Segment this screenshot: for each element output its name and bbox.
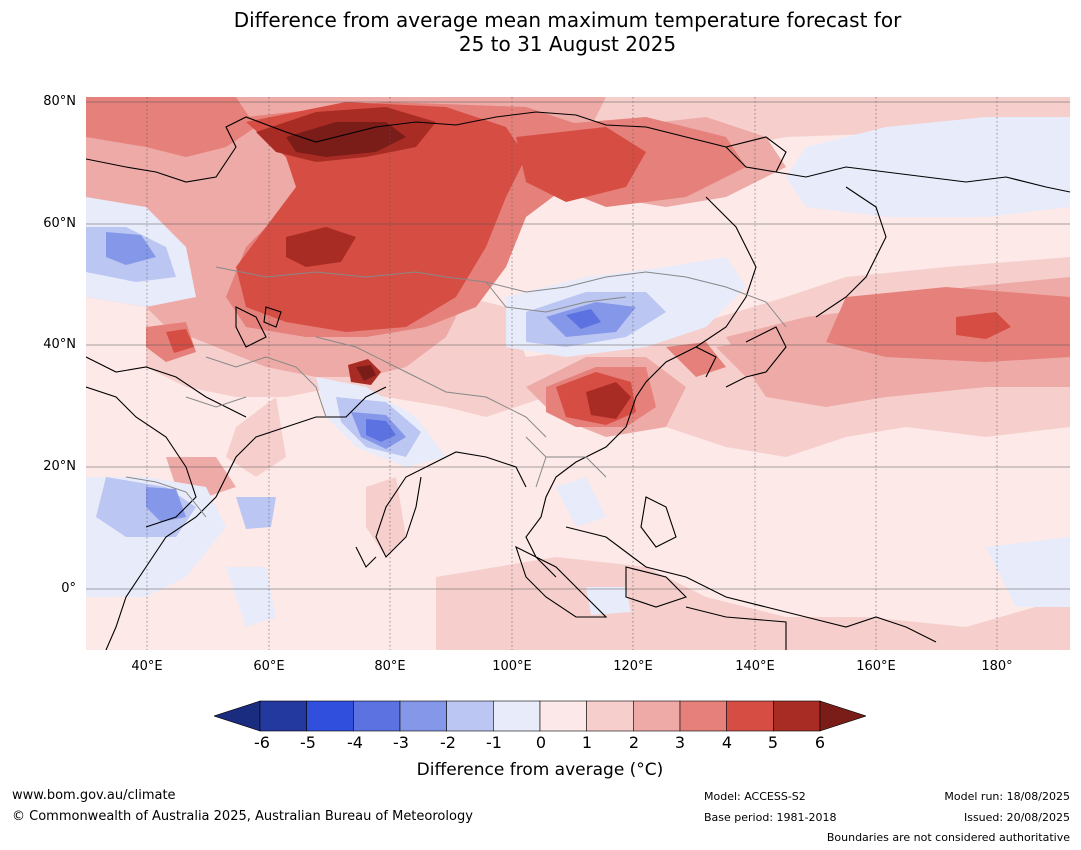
bom-url-link[interactable]: www.bom.gov.au/climate	[12, 788, 176, 803]
anomaly-band-over-6	[286, 122, 406, 381]
lon-label-180: 180°	[981, 659, 1013, 674]
colorbar-tick: -1	[486, 733, 502, 752]
colorbar-swatch	[726, 700, 774, 732]
model-name: Model: ACCESS-S2	[704, 790, 806, 803]
copyright-text: © Commonwealth of Australia 2025, Austra…	[12, 809, 473, 824]
colorbar-swatch	[679, 700, 727, 732]
colorbar-tick: -6	[254, 733, 270, 752]
colorbar-swatch	[773, 700, 821, 732]
lat-label-20n: 20°N	[43, 459, 76, 474]
coastlines	[86, 111, 1070, 650]
colorbar-under-arrow	[214, 700, 261, 732]
colorbar-swatch	[446, 700, 494, 732]
colorbar-swatch	[539, 700, 587, 732]
colorbar-swatch	[586, 700, 634, 732]
country-borders	[125, 266, 787, 518]
lon-label-160e: 160°E	[856, 659, 896, 674]
lat-label-80n: 80°N	[43, 94, 76, 109]
colorbar-tick: 3	[674, 733, 686, 752]
lon-label-140e: 140°E	[735, 659, 775, 674]
base-period: Base period: 1981-2018	[704, 811, 837, 824]
colorbar-tick: 4	[721, 733, 733, 752]
colorbar-label: Difference from average (°C)	[416, 760, 664, 780]
colorbar-tick: -2	[440, 733, 456, 752]
issued-date: Issued: 20/08/2025	[963, 811, 1070, 824]
colorbar-tick: 1	[581, 733, 593, 752]
colorbar-over-arrow	[819, 700, 866, 732]
colorbar-tick: 0	[535, 733, 547, 752]
colorbar-tick: 2	[628, 733, 640, 752]
lon-label-80e: 80°E	[374, 659, 406, 674]
lon-label-120e: 120°E	[613, 659, 653, 674]
lon-label-100e: 100°E	[492, 659, 532, 674]
colorbar-swatch	[633, 700, 681, 732]
map-title: Difference from average mean maximum tem…	[0, 8, 1081, 56]
title-line-1: Difference from average mean maximum tem…	[233, 8, 902, 32]
anomaly-band-neg-4-3	[366, 309, 601, 442]
colorbar-tick: -5	[300, 733, 316, 752]
colorbar-swatch	[259, 700, 307, 732]
model-run-date: Model run: 18/08/2025	[944, 790, 1070, 803]
lat-label-0: 0°	[61, 581, 76, 596]
lon-label-40e: 40°E	[131, 659, 163, 674]
colorbar-tick: -3	[393, 733, 409, 752]
boundaries-disclaimer: Boundaries are not considered authoritat…	[826, 831, 1070, 844]
colorbar-swatch	[493, 700, 541, 732]
colorbar-swatch	[399, 700, 447, 732]
title-line-2: 25 to 31 August 2025	[458, 32, 677, 56]
temperature-anomaly-map[interactable]	[86, 97, 1070, 650]
colorbar	[214, 700, 866, 732]
lat-label-60n: 60°N	[43, 216, 76, 231]
lat-label-40n: 40°N	[43, 337, 76, 352]
colorbar-swatch	[306, 700, 354, 732]
colorbar-tick: 6	[814, 733, 826, 752]
colorbar-tick: 5	[767, 733, 779, 752]
colorbar-swatch	[353, 700, 401, 732]
colorbar-tick: -4	[347, 733, 363, 752]
lon-label-60e: 60°E	[253, 659, 285, 674]
